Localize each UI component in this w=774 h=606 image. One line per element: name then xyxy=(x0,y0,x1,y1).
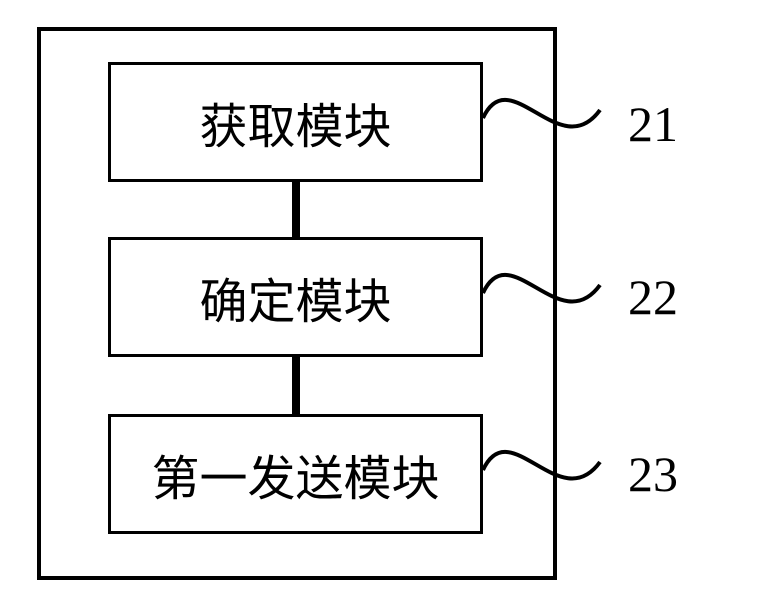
callout-label-21: 21 xyxy=(628,95,678,153)
callout-path-23 xyxy=(483,452,600,479)
callout-label-22: 22 xyxy=(628,268,678,326)
callout-label-23: 23 xyxy=(628,445,678,503)
